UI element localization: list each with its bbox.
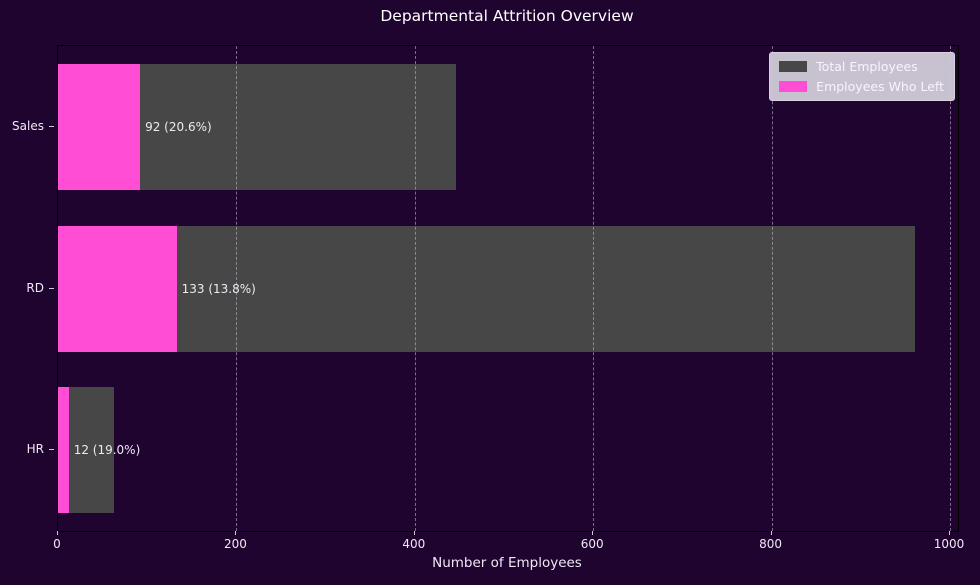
x-tick-label-1000: 1000	[933, 537, 965, 551]
legend-label-total-employees: Total Employees	[816, 59, 918, 74]
x-tick-label-400: 400	[402, 537, 426, 551]
x-tick-mark-200	[235, 531, 237, 535]
x-tick-mark-800	[770, 531, 772, 535]
y-tick-mark-hr	[49, 449, 54, 451]
gridline-x-800	[771, 46, 773, 531]
gridline-x-600	[593, 46, 595, 531]
x-tick-mark-0	[57, 531, 58, 535]
bar-left-sales	[58, 63, 141, 190]
legend-label-employees-who-left: Employees Who Left	[816, 79, 944, 94]
legend: Total Employees Employees Who Left	[769, 52, 955, 101]
gridline-x-400	[414, 46, 416, 531]
legend-entry-employees-who-left: Employees Who Left	[779, 79, 944, 94]
y-tick-label-rd: RD	[26, 280, 44, 295]
y-tick-mark-rd	[49, 287, 54, 289]
x-axis-label: Number of Employees	[432, 555, 582, 571]
gridline-x-1000	[950, 46, 951, 531]
bar-label-sales: 92 (20.6%)	[145, 119, 212, 134]
x-tick-label-200: 200	[223, 537, 247, 551]
y-tick-label-sales: Sales	[12, 118, 44, 133]
chart-title: Departmental Attrition Overview	[380, 7, 634, 25]
x-tick-mark-1000	[949, 531, 950, 535]
x-tick-mark-600	[592, 531, 594, 535]
y-tick-label-hr: HR	[26, 442, 44, 457]
bar-label-rd: 133 (13.8%)	[181, 281, 256, 296]
legend-swatch-total-employees	[779, 61, 808, 72]
bar-label-hr: 12 (19.0%)	[73, 443, 141, 458]
x-tick-label-0: 0	[53, 537, 61, 551]
legend-swatch-employees-who-left	[779, 81, 808, 92]
x-tick-label-800: 800	[759, 537, 783, 551]
bar-left-hr	[58, 387, 69, 514]
bar-left-rd	[58, 225, 177, 352]
gridline-x-200	[236, 46, 238, 531]
x-tick-mark-400	[413, 531, 415, 535]
y-tick-mark-sales	[49, 125, 54, 127]
legend-entry-total-employees: Total Employees	[779, 59, 944, 74]
x-tick-label-600: 600	[580, 537, 604, 551]
plot-area: 92 (20.6%) 133 (13.8%) 12 (19.0%) Total Em…	[57, 45, 959, 532]
